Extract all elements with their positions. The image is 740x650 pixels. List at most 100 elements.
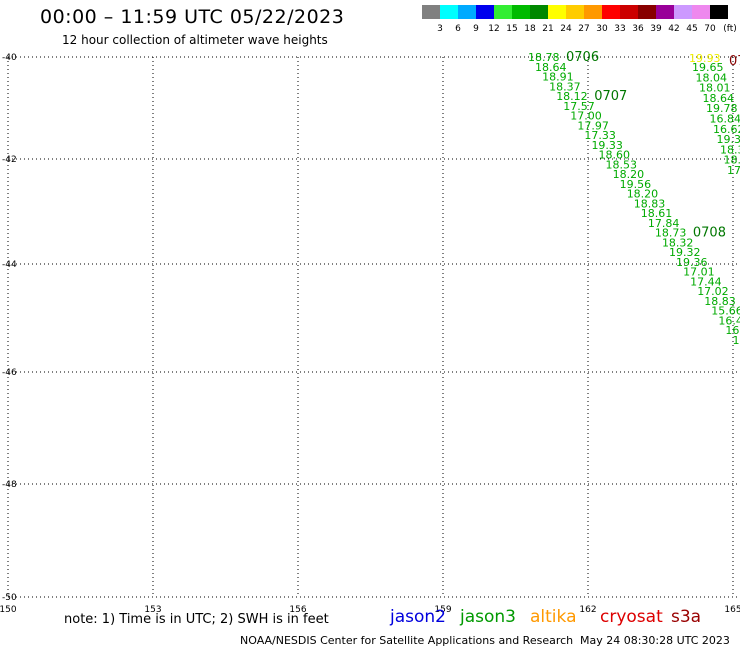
legend-label: 3 (437, 24, 443, 34)
wave-height-value: 18.83 (634, 197, 666, 210)
footer-note: note: 1) Time is in UTC; 2) SWH is in fe… (64, 612, 329, 627)
wave-height-value: 18.74 (732, 334, 740, 347)
wave-height-value: 19.65 (692, 61, 724, 74)
wave-height-value: 18.64 (703, 92, 735, 105)
lon-label: 150 (0, 605, 17, 615)
wave-height-value: 15.66 (711, 305, 740, 318)
wave-height-value: 18.01 (699, 82, 731, 95)
lon-label: 162 (579, 605, 596, 615)
wave-height-value: 18.37 (549, 80, 581, 93)
legend-swatch (566, 5, 584, 19)
wave-height-value: 16.87 (725, 324, 740, 337)
wave-height-value: 18.04 (696, 71, 728, 84)
legend-swatch (638, 5, 656, 19)
legend-swatch (512, 5, 530, 19)
legend-label: 15 (506, 24, 518, 34)
legend-label: 9 (473, 24, 479, 34)
wave-height-value: 18.32 (720, 143, 740, 156)
altimeter-tracks: 18.7818.6418.9118.3718.1217.5717.0017.97… (528, 50, 740, 347)
wave-height-value: 19.56 (620, 178, 652, 191)
track-time-label: 0707 (594, 89, 627, 104)
legend-label: 30 (596, 24, 608, 34)
wave-height-value: 17.02 (697, 285, 729, 298)
wave-height-value: 18.64 (535, 61, 567, 74)
wave-height-value: 17.00 (570, 110, 602, 123)
lon-label: 156 (289, 605, 306, 615)
track-time-label: 0719 (729, 54, 740, 69)
wave-height-value: 18.78 (528, 51, 560, 64)
legend-label: 36 (632, 24, 644, 34)
wave-height-value: 19.78 (706, 102, 738, 115)
wave-height-value: 16.84 (710, 113, 740, 126)
legend-label: 42 (668, 24, 680, 34)
footer-timestamp: May 24 08:30:28 UTC 2023 (580, 634, 730, 647)
lon-label: 153 (144, 605, 161, 615)
legend-swatch (440, 5, 458, 19)
map-subtitle: 12 hour collection of altimeter wave hei… (62, 33, 328, 47)
legend-swatch (710, 5, 728, 19)
satellite-name: s3a (671, 607, 702, 627)
wave-height-value: 18.60 (599, 149, 631, 162)
legend-label: 21 (542, 24, 554, 34)
legend-swatch (674, 5, 692, 19)
footer-credit: NOAA/NESDIS Center for Satellite Applica… (240, 634, 574, 647)
lat-lon-grid (7, 56, 740, 598)
wave-height-value: 17.33 (584, 129, 616, 142)
legend-label: 18 (524, 24, 536, 34)
map-title: 00:00 – 11:59 UTC 05/22/2023 (40, 6, 345, 28)
legend-label: 24 (560, 24, 572, 34)
legend-swatch (494, 5, 512, 19)
legend-label: 6 (455, 24, 461, 34)
legend-swatch (476, 5, 494, 19)
lon-label: 159 (434, 605, 451, 615)
legend-label: 45 (686, 24, 698, 34)
wave-height-value: 18.00 (724, 154, 740, 167)
wave-height-value: 19.36 (676, 256, 708, 269)
legend-swatch (620, 5, 638, 19)
legend-swatch (602, 5, 620, 19)
lat-label: -48 (2, 480, 17, 490)
legend-unit: (ft) (723, 24, 737, 34)
satellite-name: cryosat (600, 607, 663, 627)
legend-swatch (548, 5, 566, 19)
satellite-name: jason2 (390, 607, 446, 627)
wave-height-value: 19.33 (591, 139, 623, 152)
legend-swatch (530, 5, 548, 19)
wave-height-value: 19.38 (717, 133, 740, 146)
satellite-name: altika (530, 607, 577, 627)
wave-height-value: 17.95 (727, 164, 740, 177)
lat-label: -40 (2, 53, 17, 63)
legend-label: 27 (578, 24, 590, 34)
track-time-label: 0706 (566, 50, 599, 65)
wave-height-value: 16.41 (718, 314, 740, 327)
wave-height-value: 19.93 (689, 52, 721, 65)
lon-label: 165 (724, 605, 740, 615)
wave-height-value: 19.32 (669, 246, 701, 259)
wave-height-value: 18.12 (556, 90, 588, 103)
wave-height-value: 18.20 (613, 168, 645, 181)
wave-height-value: 17.97 (577, 119, 609, 132)
wave-height-value: 18.53 (606, 158, 638, 171)
axis-labels: -40 -42 -44 -46 -48 -50 150 153 156 159 162 165 (0, 53, 740, 615)
legend-label: 39 (650, 24, 662, 34)
legend-swatch (584, 5, 602, 19)
track-time-label: 0708 (693, 226, 726, 241)
legend-label: 33 (614, 24, 626, 34)
wave-height-value: 17.57 (563, 100, 595, 113)
lat-label: -46 (2, 368, 17, 378)
wave-height-value: 17.84 (648, 217, 680, 230)
wave-height-value: 18.20 (627, 188, 659, 201)
wave-height-value: 17.01 (683, 266, 715, 279)
legend-swatch (656, 5, 674, 19)
legend-label: 70 (704, 24, 716, 34)
wave-height-value: 18.91 (542, 71, 574, 84)
lat-label: -50 (2, 593, 17, 603)
wave-height-value: 18.32 (662, 236, 694, 249)
legend-swatch (422, 5, 440, 19)
wave-height-value: 16.62 (713, 123, 740, 136)
wave-height-value: 18.61 (641, 207, 673, 220)
wave-height-value: 18.83 (704, 295, 736, 308)
legend-swatch (458, 5, 476, 19)
